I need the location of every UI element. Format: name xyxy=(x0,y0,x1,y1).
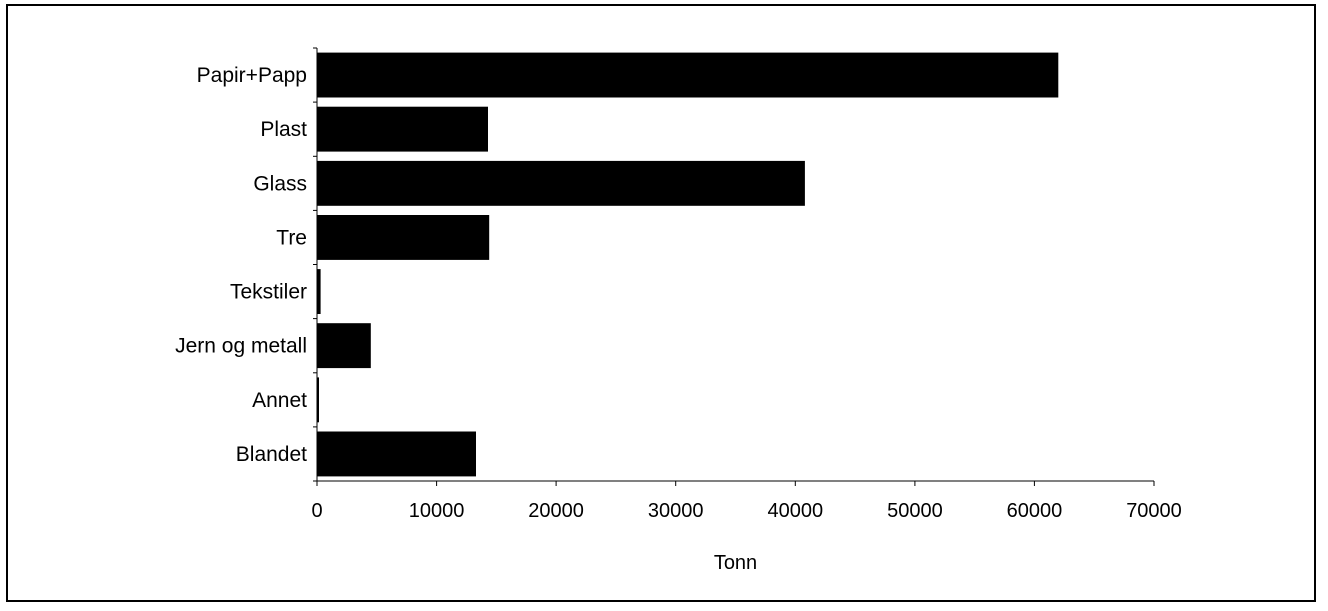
x-tick-label-50000: 50000 xyxy=(887,500,943,522)
x-tick-label-20000: 20000 xyxy=(528,500,584,522)
category-labels: Papir+Papp Plast Glass Tre Tekstiler Jern og … xyxy=(175,64,307,466)
x-tick-label-70000: 70000 xyxy=(1126,500,1182,522)
x-tick-label-0: 0 xyxy=(311,500,322,522)
bar-glass xyxy=(317,160,805,206)
bar-blandet xyxy=(317,431,476,477)
bar-papir-papp xyxy=(317,52,1059,98)
category-label-blandet: Blandet xyxy=(236,443,307,466)
chart-frame xyxy=(6,4,1316,602)
bar-jern-og-metall xyxy=(317,323,371,369)
bar-plast xyxy=(317,106,488,152)
x-tick-label-10000: 10000 xyxy=(409,500,465,522)
category-label-annet: Annet xyxy=(252,389,307,412)
category-label-tre: Tre xyxy=(276,226,307,249)
x-axis-title: Tonn xyxy=(714,552,757,574)
x-tick-label-30000: 30000 xyxy=(648,500,704,522)
x-ticks: 0 10000 20000 30000 40000 50000 60000 70000 xyxy=(311,481,1182,522)
category-label-jern-og-metall: Jern og metall xyxy=(175,335,307,358)
bar-tre xyxy=(317,215,490,260)
axes-layer xyxy=(313,47,1154,482)
category-label-tekstiler: Tekstiler xyxy=(230,281,307,304)
bar-tekstiler xyxy=(317,269,321,314)
bar-annet xyxy=(317,377,319,423)
category-label-papir-papp: Papir+Papp xyxy=(197,64,307,87)
category-label-plast: Plast xyxy=(260,118,307,141)
bars-layer xyxy=(317,52,1059,477)
x-tick-label-40000: 40000 xyxy=(767,500,823,522)
x-tick-label-60000: 60000 xyxy=(1007,500,1063,522)
category-label-glass: Glass xyxy=(253,172,307,195)
